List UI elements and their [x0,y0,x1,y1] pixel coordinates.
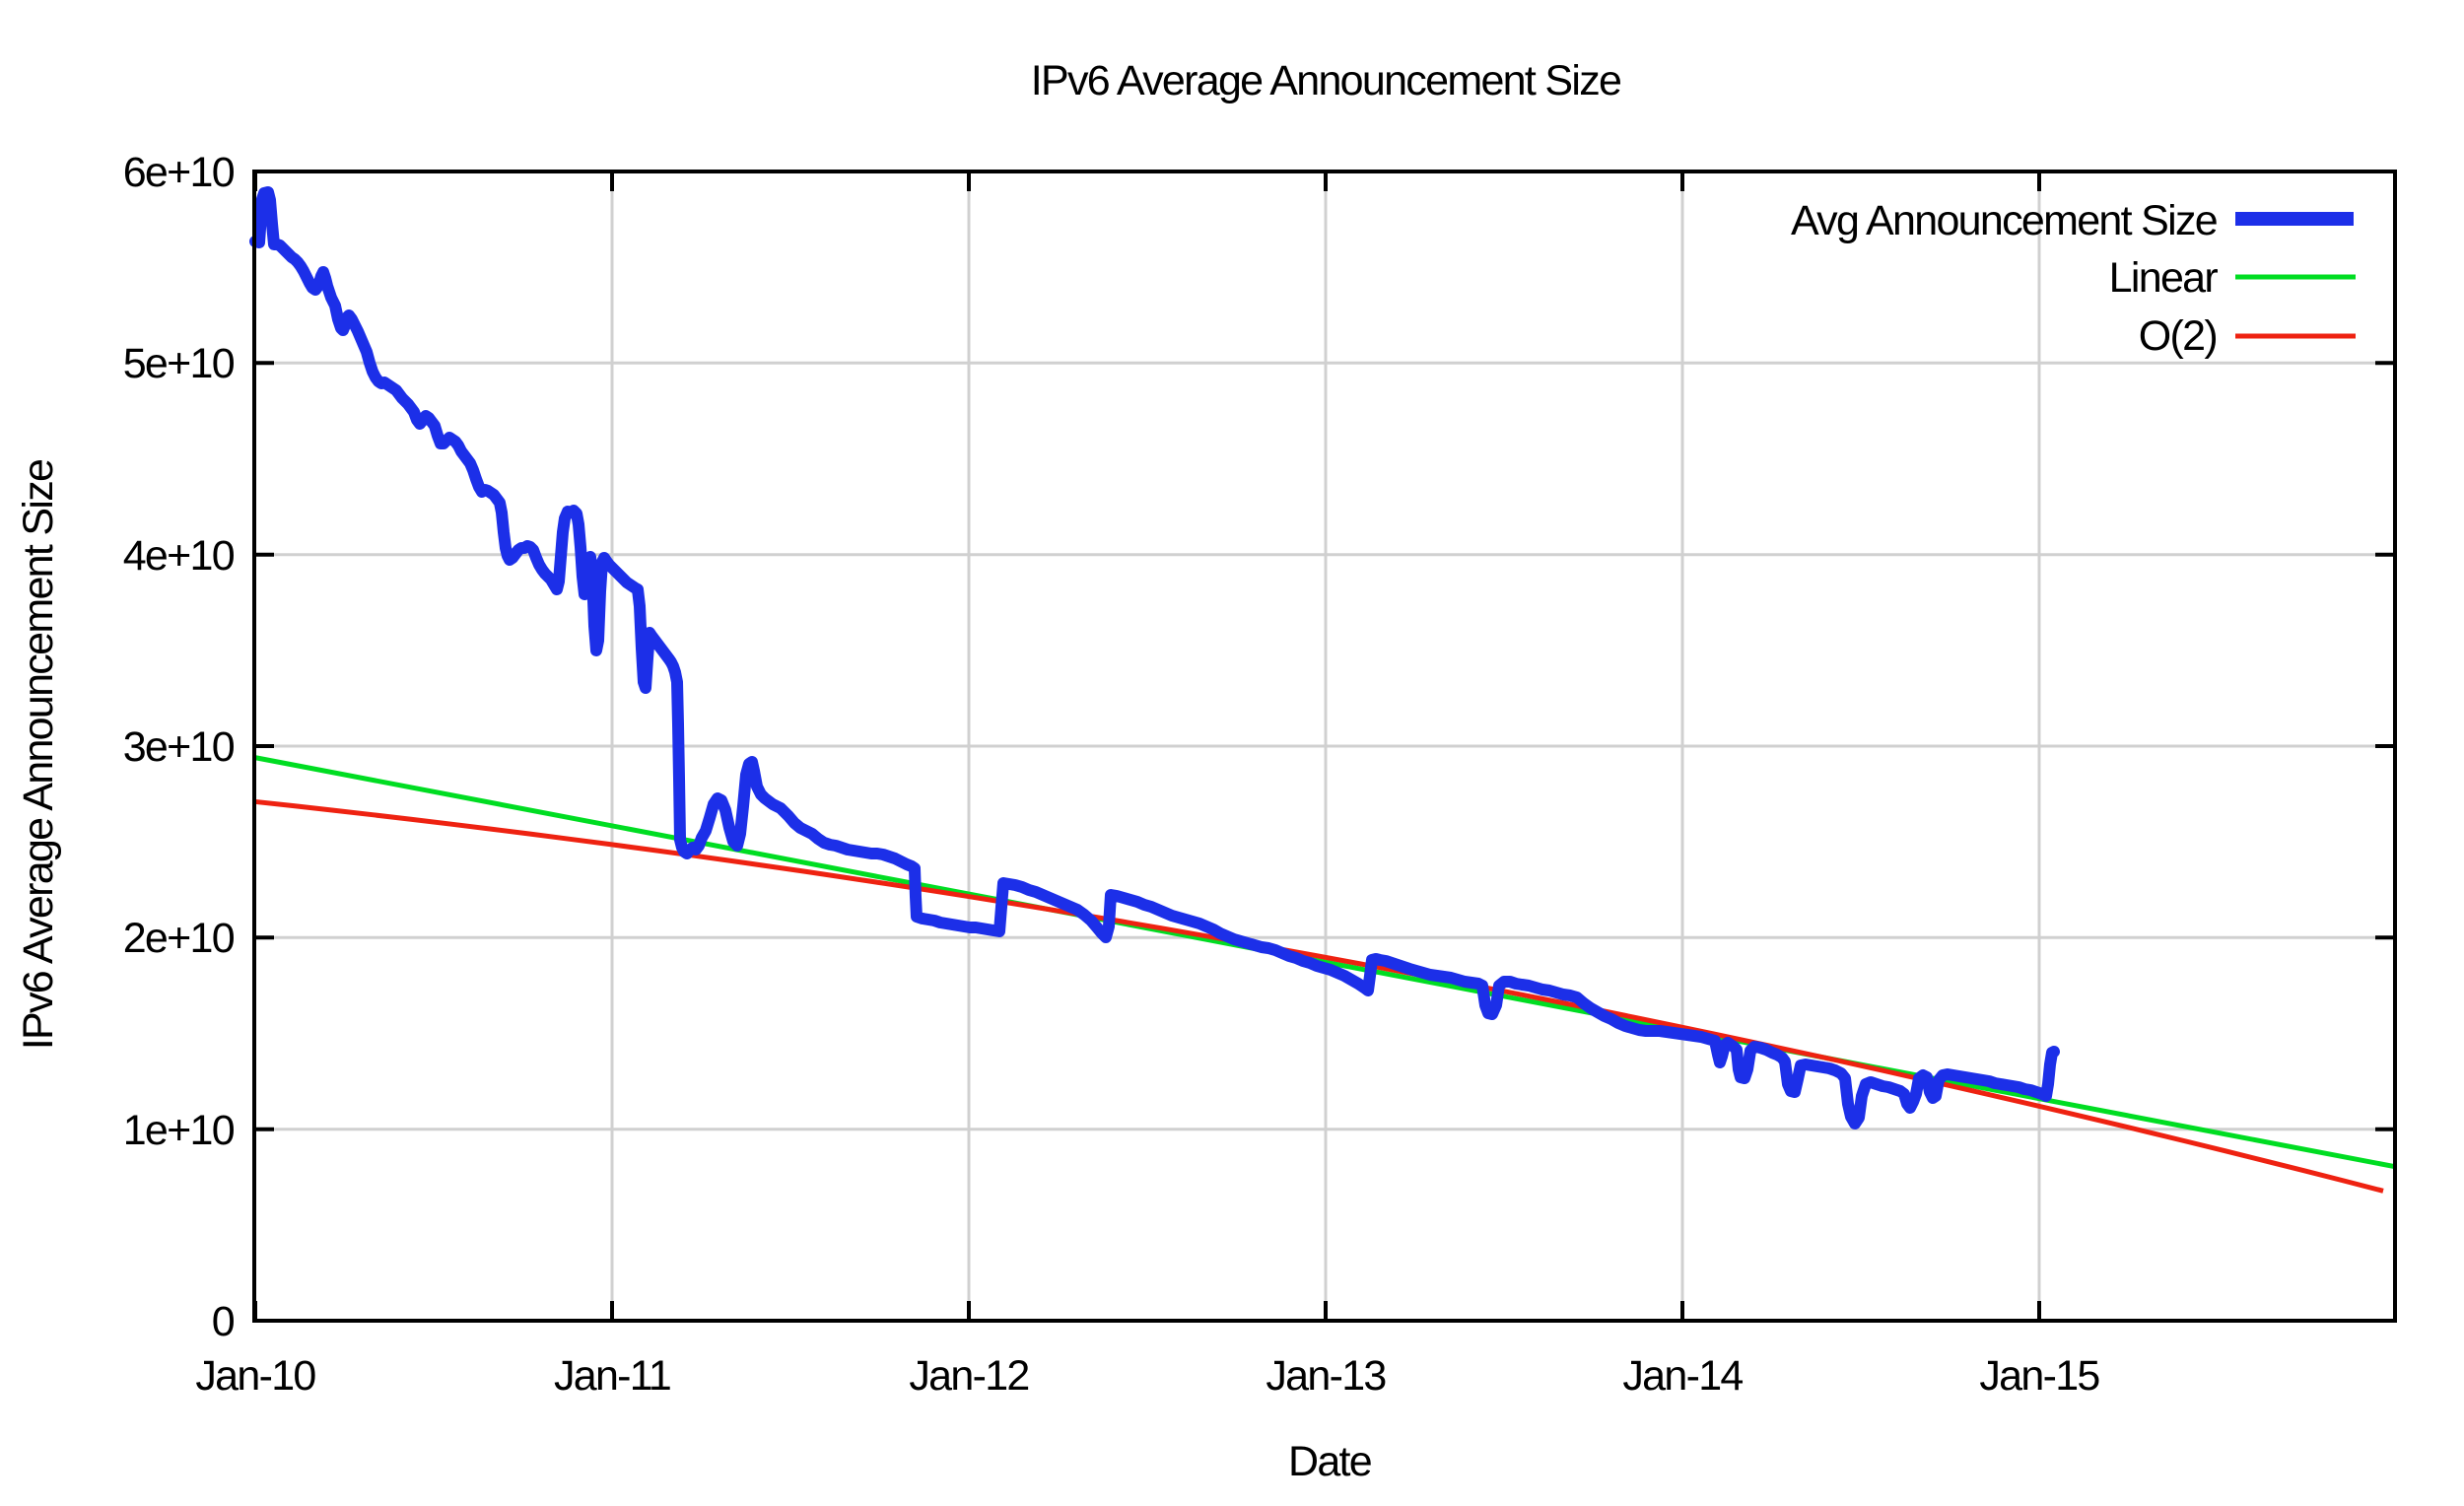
svg-text:Jan-14: Jan-14 [1622,1352,1743,1400]
svg-text:Date: Date [1288,1438,1371,1485]
svg-text:IPv6 Average Announcement Size: IPv6 Average Announcement Size [15,460,62,1050]
svg-text:Jan-10: Jan-10 [195,1352,315,1400]
svg-text:Jan-11: Jan-11 [554,1352,670,1400]
svg-text:3e+10: 3e+10 [123,723,235,771]
svg-text:Linear: Linear [2109,254,2219,302]
svg-text:Avg Announcement Size: Avg Announcement Size [1791,197,2217,244]
svg-text:IPv6 Average Announcement Size: IPv6 Average Announcement Size [1031,57,1620,104]
svg-text:5e+10: 5e+10 [123,340,235,387]
svg-text:Jan-12: Jan-12 [909,1352,1028,1400]
svg-text:0: 0 [212,1298,235,1345]
svg-text:Jan-13: Jan-13 [1266,1352,1386,1400]
svg-text:O(2): O(2) [2139,312,2217,360]
svg-text:1e+10: 1e+10 [123,1107,235,1154]
svg-text:Jan-15: Jan-15 [1979,1352,2099,1400]
svg-text:4e+10: 4e+10 [123,532,235,580]
svg-text:6e+10: 6e+10 [123,149,235,196]
svg-text:2e+10: 2e+10 [123,915,235,962]
